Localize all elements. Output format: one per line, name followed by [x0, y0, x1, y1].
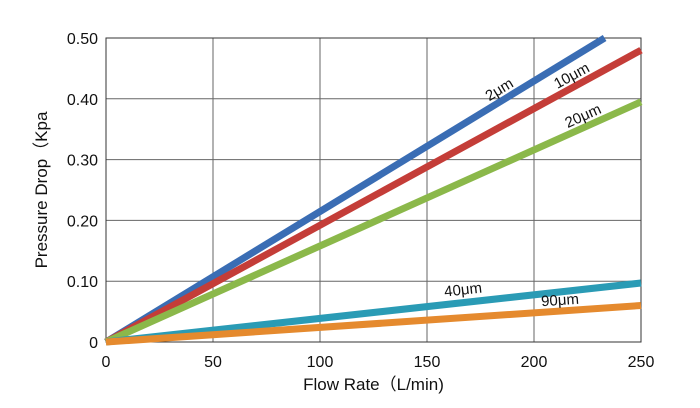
y-tick-label: 0.10: [67, 274, 98, 291]
series-line-40m: [105, 279, 642, 346]
x-tick-label: 0: [102, 354, 111, 371]
x-tick-label: 50: [204, 354, 222, 371]
series-line-90m: [105, 302, 642, 346]
y-tick-label: 0.20: [67, 213, 98, 230]
series-label: 90μm: [541, 291, 580, 311]
y-tick-label: 0: [89, 335, 98, 352]
y-tick-label: 0.30: [67, 153, 98, 170]
x-tick-label: 100: [307, 354, 334, 371]
x-axis-title: Flow Rate（L/min): [303, 375, 444, 394]
series-line-20m: [104, 98, 643, 346]
plot-frame: [105, 37, 642, 343]
y-axis-ticks: 0 0.10 0.20 0.30 0.40 0.50: [67, 31, 98, 352]
y-tick-label: 0.50: [67, 31, 98, 48]
y-tick-label: 0.40: [67, 92, 98, 109]
series-line-10m: [104, 47, 643, 346]
series-label: 40μm: [443, 280, 482, 301]
y-axis-title: Pressure Drop（Kpa: [32, 111, 51, 268]
x-axis-ticks: 0 50 100 150 200 250: [102, 354, 655, 371]
x-tick-label: 150: [414, 354, 441, 371]
x-tick-label: 200: [521, 354, 548, 371]
x-tick-label: 250: [628, 354, 655, 371]
series-lines: [104, 35, 643, 346]
series-line-2m: [104, 35, 607, 345]
